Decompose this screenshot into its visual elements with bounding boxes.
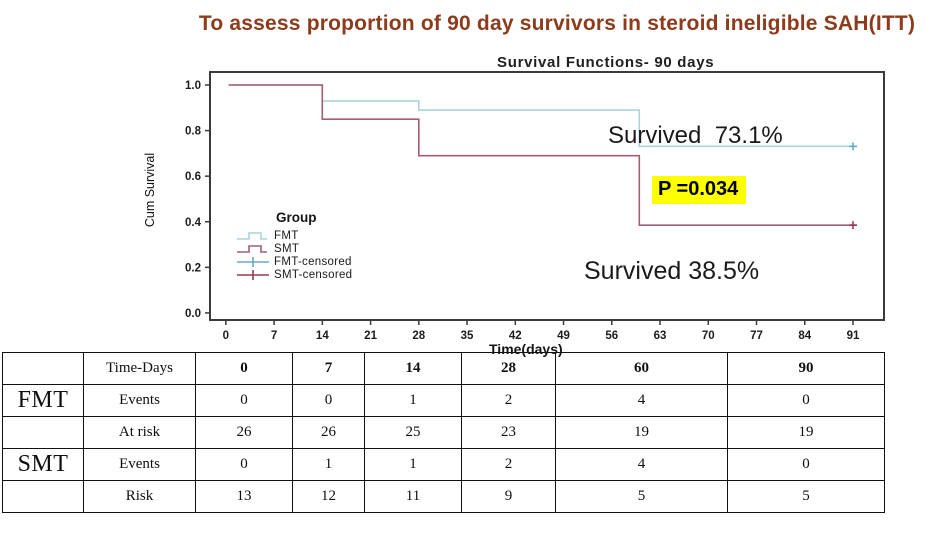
- table-row: Time-Days 0 7 14 28 60 90: [2, 352, 885, 385]
- x-tick-label: 77: [750, 330, 763, 342]
- y-tick-label: 0.8: [185, 126, 202, 138]
- value-cell: 26: [195, 416, 293, 449]
- y-tick-label: 0.6: [185, 171, 201, 183]
- table-row: SMT Events 0 1 1 2 4 0: [2, 448, 885, 481]
- legend-item-label: FMT-censored: [274, 255, 352, 268]
- x-tick-label: 14: [316, 330, 329, 342]
- value-cell: 19: [555, 416, 728, 449]
- value-cell: 0: [727, 448, 885, 481]
- slide-title: To assess proportion of 90 day survivors…: [198, 12, 916, 35]
- time-header-cell: 28: [461, 352, 556, 385]
- x-tick-label: 49: [557, 330, 570, 342]
- step-line-icon: [237, 231, 267, 240]
- value-cell: 2: [461, 384, 556, 417]
- value-cell: 12: [292, 480, 365, 513]
- legend-item: FMT-censored: [236, 255, 352, 268]
- table-row: Risk 13 12 11 9 5 5: [2, 480, 885, 513]
- y-tick-label: 0.0: [185, 308, 201, 320]
- time-header-cell: 7: [292, 352, 365, 385]
- group-label-cell: FMT: [2, 384, 84, 417]
- annotation-survived-fmt: Survived 73.1%: [608, 122, 783, 149]
- step-line-icon: [237, 244, 267, 253]
- x-tick-label: 42: [509, 330, 522, 342]
- value-cell: 1: [292, 448, 365, 481]
- survival-risk-table: Time-Days 0 7 14 28 60 90 FMT Events 0 0 1 2 4 0 At ris…: [2, 352, 885, 513]
- value-cell: 0: [195, 384, 293, 417]
- value-cell: 1: [364, 448, 462, 481]
- value-cell: 5: [555, 480, 728, 513]
- x-tick-label: 84: [798, 330, 811, 342]
- annotation-p-value: P =0.034: [652, 176, 747, 204]
- value-cell: 0: [195, 448, 293, 481]
- value-cell: 26: [292, 416, 365, 449]
- x-tick-label: 91: [847, 330, 860, 342]
- value-cell: 2: [461, 448, 556, 481]
- value-cell: 11: [364, 480, 462, 513]
- chart-legend: Group FMT SMT FMT-censored SMT-censored: [236, 210, 352, 281]
- x-axis-label: Time(days): [489, 341, 563, 357]
- x-tick-label: 0: [223, 330, 229, 342]
- value-cell: 4: [555, 384, 728, 417]
- empty-cell: [2, 480, 84, 513]
- y-tick-label: 0.4: [185, 217, 202, 229]
- value-cell: 5: [727, 480, 885, 513]
- table-row: FMT Events 0 0 1 2 4 0: [2, 384, 885, 417]
- value-cell: 0: [727, 384, 885, 417]
- censored-plus-icon: [237, 256, 269, 267]
- x-tick-label: 35: [461, 330, 474, 342]
- legend-item-label: SMT-censored: [274, 268, 353, 281]
- value-cell: 9: [461, 480, 556, 513]
- annotation-survived-smt: Survived 38.5%: [584, 257, 760, 285]
- row-label-cell: Events: [83, 384, 196, 417]
- row-label-cell: At risk: [83, 416, 196, 449]
- row-label-cell: Events: [83, 448, 196, 481]
- value-cell: 13: [195, 480, 293, 513]
- chart-title: Survival Functions- 90 days: [497, 54, 715, 71]
- value-cell: 4: [555, 448, 728, 481]
- x-tick-label: 63: [654, 330, 667, 342]
- value-cell: 0: [292, 384, 365, 417]
- value-cell: 25: [364, 416, 462, 449]
- legend-item-label: FMT: [274, 229, 299, 242]
- empty-cell: [2, 352, 84, 385]
- legend-items: FMT SMT FMT-censored SMT-censored: [236, 229, 352, 281]
- value-cell: 19: [727, 416, 885, 449]
- table-row: At risk 26 26 25 23 19 19: [2, 416, 885, 449]
- y-tick-label: 0.2: [185, 262, 201, 274]
- x-tick-label: 28: [412, 330, 425, 342]
- survival-chart: 0.0 0.2 0.4 0.6 0.8 1.0 0 7 14 21 28 35 42 49 56 63 70 77…: [185, 71, 885, 342]
- plot-border: [209, 71, 885, 321]
- series-smt-line: [228, 84, 857, 226]
- row-label-cell: Risk: [83, 480, 196, 513]
- y-axis-label: Cum Survival: [143, 152, 157, 228]
- legend-title: Group: [276, 210, 317, 225]
- time-header-cell: 14: [364, 352, 462, 385]
- legend-item: SMT: [236, 242, 352, 255]
- value-cell: 23: [461, 416, 556, 449]
- legend-item-label: SMT: [274, 242, 300, 255]
- row-label-cell: Time-Days: [83, 352, 196, 385]
- value-cell: 1: [364, 384, 462, 417]
- y-tick-label: 1.0: [185, 80, 201, 92]
- time-header-cell: 90: [727, 352, 885, 385]
- legend-item: FMT: [236, 229, 352, 242]
- x-tick-label: 56: [605, 330, 618, 342]
- censored-plus-icon: [237, 269, 269, 280]
- legend-item: SMT-censored: [236, 268, 352, 281]
- group-label-cell: SMT: [2, 448, 84, 481]
- empty-cell: [2, 416, 84, 449]
- time-header-cell: 60: [555, 352, 728, 385]
- x-tick-label: 7: [271, 330, 277, 342]
- x-tick-label: 70: [702, 330, 715, 342]
- x-tick-label: 21: [364, 330, 377, 342]
- time-header-cell: 0: [195, 352, 293, 385]
